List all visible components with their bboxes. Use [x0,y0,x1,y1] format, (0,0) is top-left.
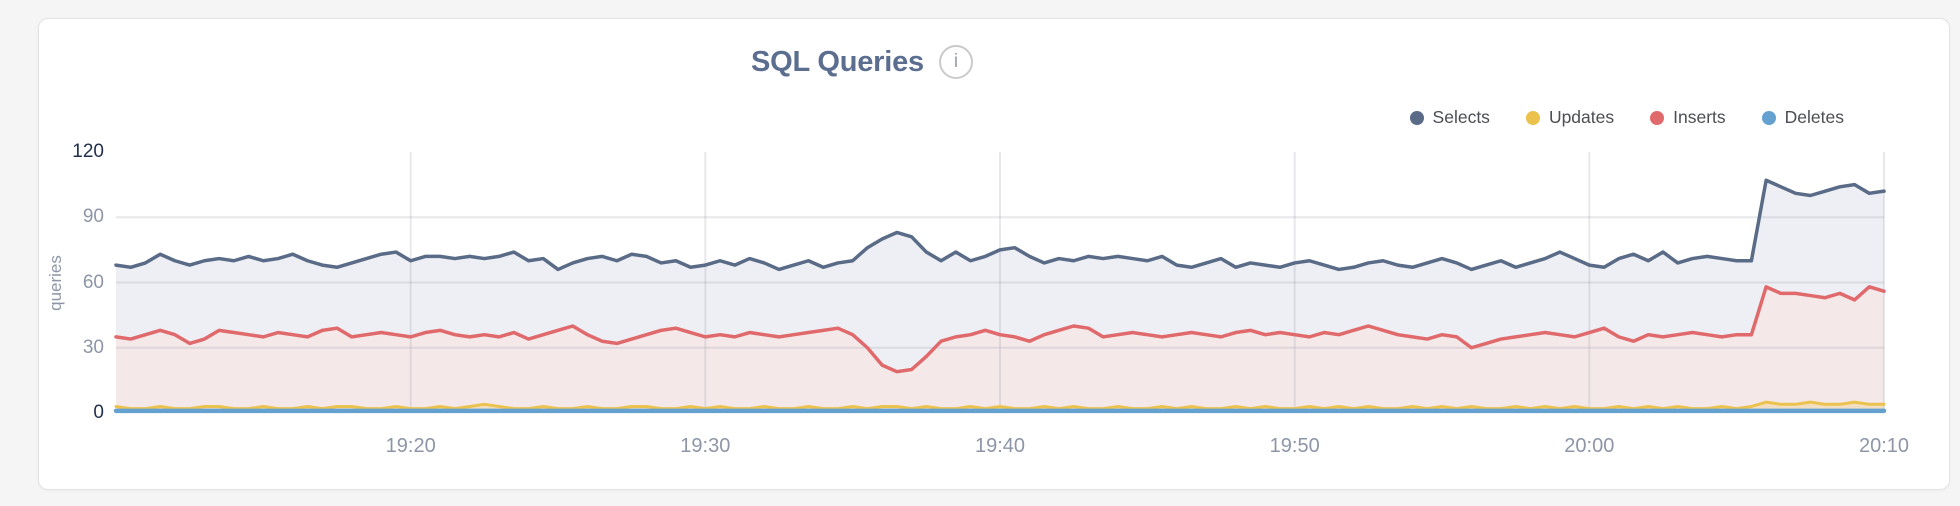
legend-item-deletes[interactable]: Deletes [1761,107,1844,128]
y-tick-0: 0 [93,402,104,423]
chart-title: SQL Queries [751,45,924,78]
x-tick-2000: 20:00 [1564,435,1615,457]
y-axis-ticks: 120 90 60 30 0 [39,141,104,423]
legend-item-updates[interactable]: Updates [1525,107,1615,128]
y-tick-30: 30 [82,336,104,358]
updates-dot-icon [1525,110,1540,125]
chart-canvas [113,152,1887,414]
legend-item-selects[interactable]: Selects [1409,107,1490,128]
legend-label: Selects [1432,107,1490,127]
selects-dot-icon [1409,110,1424,125]
chart-card: SQL Queries i Selects Updates Inserts De… [38,18,1950,490]
legend-label: Updates [1548,107,1615,127]
legend-label: Inserts [1673,107,1726,127]
x-tick-1950: 19:50 [1269,435,1320,457]
x-tick-1920: 19:20 [385,435,436,457]
legend-label: Deletes [1784,107,1844,127]
legend-item-inserts[interactable]: Inserts [1650,107,1726,128]
chart-legend: Selects Updates Inserts Deletes [1409,107,1844,128]
x-tick-1930: 19:30 [680,435,731,457]
chart-plot-area[interactable] [113,152,1887,414]
chart-header: SQL Queries i [751,45,973,79]
x-tick-1940: 19:40 [974,435,1026,457]
y-tick-90: 90 [82,206,104,228]
inserts-dot-icon [1650,110,1665,125]
info-icon[interactable]: i [938,45,973,79]
y-tick-60: 60 [82,271,104,293]
x-tick-2010: 20:10 [1858,435,1910,457]
x-axis-ticks: 19:20 19:30 19:40 19:50 20:00 20:10 [116,431,1909,461]
deletes-dot-icon [1761,110,1776,125]
y-tick-120: 120 [72,141,104,162]
